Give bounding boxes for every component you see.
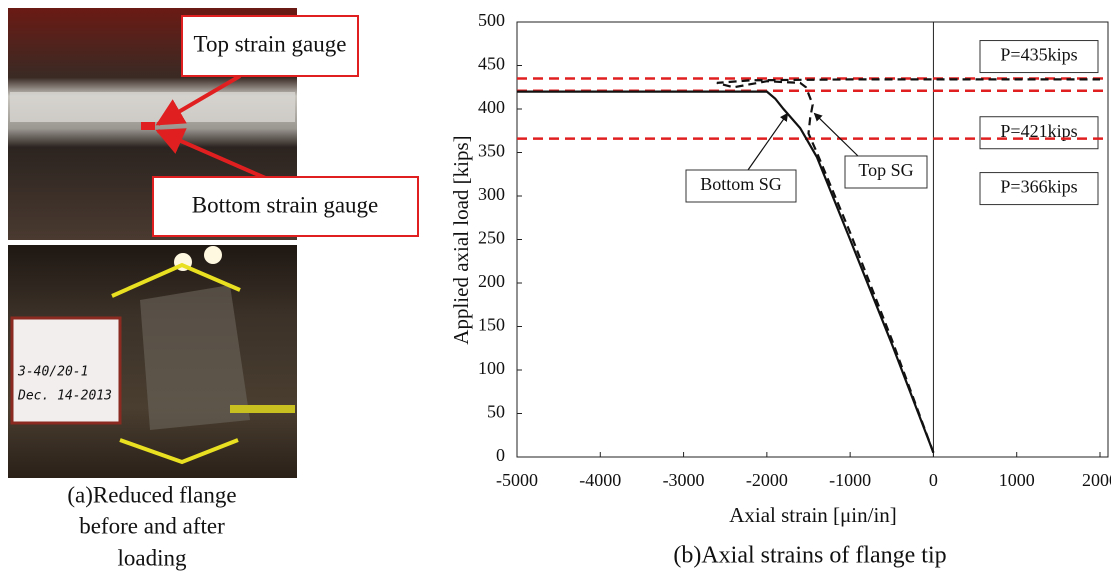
gauge-label: Top strain gauge xyxy=(194,31,347,56)
reference-label-box xyxy=(979,172,1099,206)
caption: before and after xyxy=(79,513,225,538)
x-tick-label: 1000 xyxy=(999,470,1035,490)
y-tick-label: 350 xyxy=(478,141,505,161)
reference-label: P=366kips xyxy=(1000,177,1077,197)
caption: (b)Axial strains of flange tip xyxy=(673,543,946,569)
y-tick-label: 0 xyxy=(496,445,505,465)
reference-label-box xyxy=(979,40,1099,74)
y-axis-title: Applied axial load [kips] xyxy=(449,135,473,344)
y-tick-label: 300 xyxy=(478,184,505,204)
photo-note: Dec. 14-2013 xyxy=(17,389,112,404)
x-tick-label: 2000 xyxy=(1082,470,1111,490)
x-tick-label: 0 xyxy=(929,470,938,490)
y-tick-label: 250 xyxy=(478,228,505,248)
gauge-label: Bottom strain gauge xyxy=(192,192,379,217)
y-tick-label: 100 xyxy=(478,358,505,378)
reference-label: P=435kips xyxy=(1000,45,1077,65)
plot-frame xyxy=(516,21,1109,458)
caption: loading xyxy=(118,545,187,570)
label-box xyxy=(181,15,359,77)
caption: (a)Reduced flange xyxy=(67,482,236,507)
series-label-box xyxy=(844,155,928,189)
pointer-arrow xyxy=(155,128,271,182)
x-tick-label: -3000 xyxy=(663,470,705,490)
photo-after xyxy=(8,245,297,478)
y-tick-label: 450 xyxy=(478,54,505,74)
photo-note: 3-40/20-1 xyxy=(17,365,88,380)
series-label: Bottom SG xyxy=(700,174,782,194)
y-tick-label: 50 xyxy=(487,402,505,422)
reference-label: P=421kips xyxy=(1000,121,1077,141)
series-line xyxy=(517,90,935,453)
callout-arrow xyxy=(747,112,789,171)
pointer-arrow xyxy=(155,74,242,126)
y-tick-label: 150 xyxy=(478,315,505,335)
callout-arrow xyxy=(813,112,859,157)
label-box xyxy=(152,176,419,237)
x-tick-label: -1000 xyxy=(829,470,871,490)
x-tick-label: -5000 xyxy=(496,470,538,490)
series-label: Top SG xyxy=(858,160,913,180)
series-line xyxy=(716,78,1100,453)
y-tick-label: 400 xyxy=(478,97,505,117)
y-tick-label: 200 xyxy=(478,271,505,291)
x-axis-title: Axial strain [μin/in] xyxy=(729,503,897,527)
y-tick-label: 500 xyxy=(478,10,505,30)
series-label-box xyxy=(685,169,797,203)
reference-label-box xyxy=(979,116,1099,150)
x-tick-label: -4000 xyxy=(579,470,621,490)
x-tick-label: -2000 xyxy=(746,470,788,490)
